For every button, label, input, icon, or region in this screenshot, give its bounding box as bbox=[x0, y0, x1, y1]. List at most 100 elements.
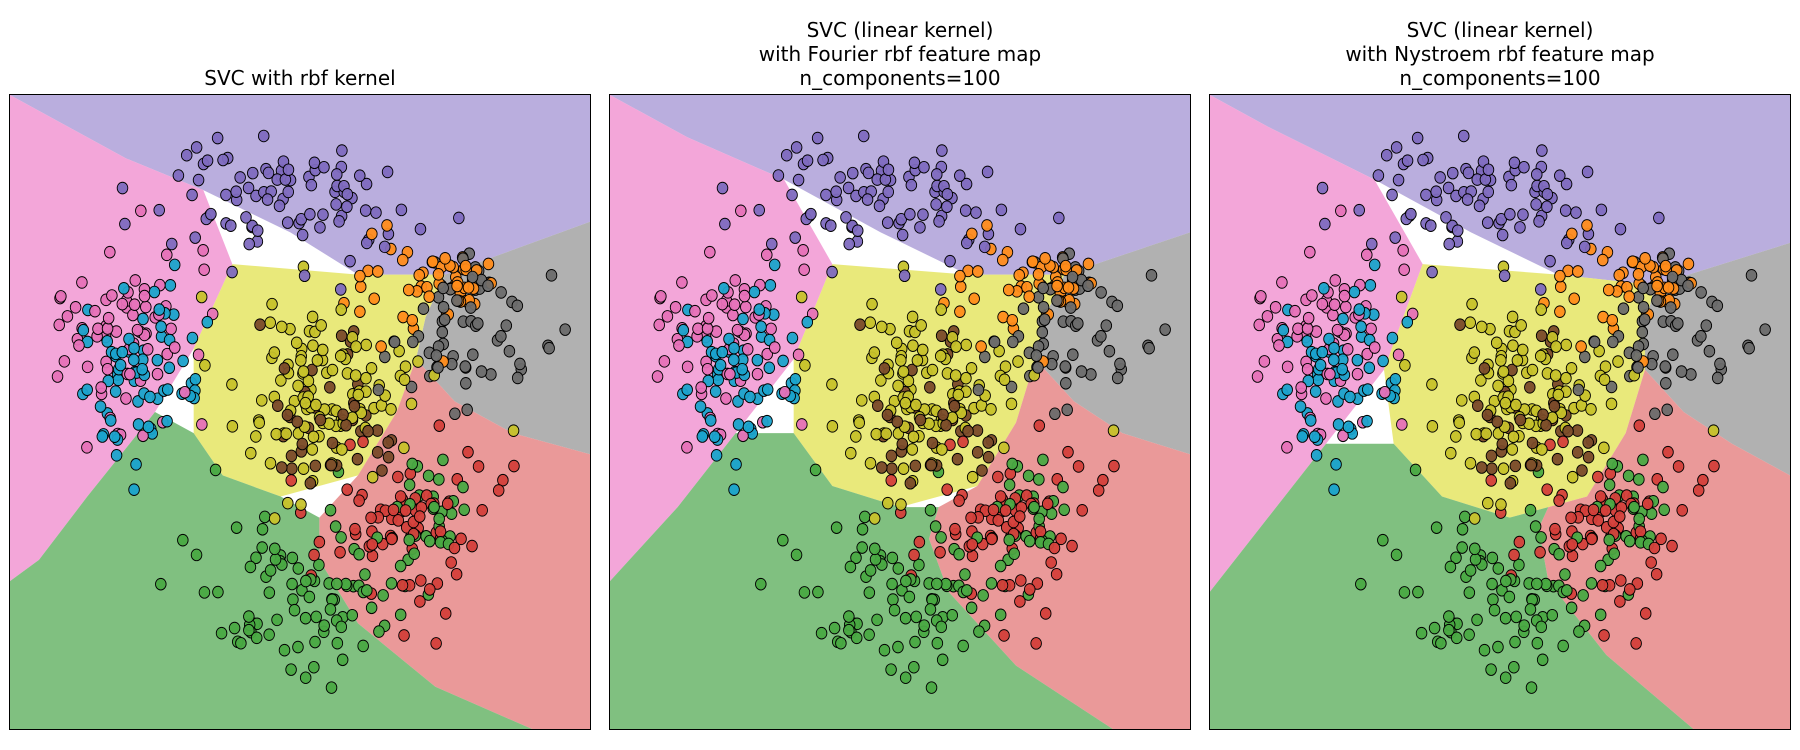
scatter-point bbox=[769, 259, 780, 271]
scatter-point bbox=[1487, 578, 1498, 590]
scatter-point bbox=[1588, 504, 1599, 516]
scatter-point bbox=[483, 258, 494, 270]
scatter-point bbox=[900, 612, 911, 624]
scatter-point bbox=[697, 431, 708, 443]
scatter-point bbox=[1561, 339, 1572, 351]
scatter-point bbox=[129, 484, 140, 496]
scatter-point bbox=[1667, 540, 1678, 552]
scatter-point bbox=[1355, 578, 1366, 590]
scatter-point bbox=[1526, 682, 1537, 694]
scatter-point bbox=[988, 504, 999, 516]
scatter-point bbox=[1416, 627, 1427, 639]
scatter-point bbox=[1077, 504, 1088, 516]
scatter-point bbox=[191, 142, 202, 154]
scatter-point bbox=[213, 586, 224, 598]
scatter-point bbox=[1427, 379, 1438, 391]
scatter-point bbox=[509, 460, 520, 472]
scatter-point bbox=[1006, 398, 1017, 410]
scatter-point bbox=[738, 313, 749, 325]
scatter-point bbox=[1431, 522, 1442, 534]
scatter-point bbox=[178, 355, 189, 367]
scatter-point bbox=[109, 431, 120, 443]
plot-box bbox=[1209, 94, 1791, 730]
scatter-point bbox=[916, 320, 927, 332]
scatter-point bbox=[927, 437, 938, 449]
scatter-point bbox=[1536, 330, 1547, 342]
scatter-point bbox=[193, 349, 204, 361]
scatter-point bbox=[1452, 225, 1463, 237]
scatter-point bbox=[1340, 301, 1351, 313]
scatter-point bbox=[829, 622, 840, 634]
scatter-point bbox=[967, 228, 978, 240]
scatter-point bbox=[1332, 324, 1343, 336]
scatter-point bbox=[1574, 626, 1585, 638]
scatter-point bbox=[367, 228, 378, 240]
scatter-point bbox=[695, 401, 706, 413]
scatter-point bbox=[682, 442, 693, 454]
scatter-point bbox=[393, 515, 404, 527]
plot-svg-2 bbox=[1210, 95, 1790, 729]
scatter-point bbox=[995, 609, 1006, 621]
scatter-point bbox=[351, 341, 362, 353]
scatter-point bbox=[424, 584, 435, 596]
figure: SVC with rbf kernel SVC (linear kernel) … bbox=[0, 0, 1800, 750]
scatter-point bbox=[1638, 282, 1649, 294]
scatter-point bbox=[212, 132, 223, 144]
scatter-point bbox=[1696, 330, 1707, 342]
scatter-point bbox=[1390, 232, 1401, 244]
scatter-point bbox=[119, 282, 130, 294]
scatter-point bbox=[677, 277, 688, 289]
scatter-point bbox=[949, 400, 960, 412]
scatter-point bbox=[855, 319, 866, 331]
scatter-point bbox=[1673, 318, 1684, 330]
scatter-point bbox=[1362, 415, 1373, 427]
scatter-point bbox=[836, 637, 847, 649]
scatter-point bbox=[986, 403, 997, 415]
scatter-point bbox=[813, 586, 824, 598]
scatter-point bbox=[937, 444, 948, 456]
scatter-point bbox=[286, 664, 297, 676]
scatter-point bbox=[967, 539, 978, 551]
scatter-point bbox=[845, 447, 856, 459]
scatter-point bbox=[439, 314, 450, 326]
scatter-point bbox=[206, 208, 217, 220]
scatter-point bbox=[395, 560, 406, 572]
scatter-point bbox=[935, 284, 946, 296]
scatter-point bbox=[1547, 609, 1558, 621]
scatter-point bbox=[678, 324, 689, 336]
scatter-point bbox=[1582, 166, 1593, 178]
scatter-point bbox=[1309, 431, 1320, 443]
scatter-point bbox=[231, 186, 242, 198]
scatter-point bbox=[931, 199, 942, 211]
scatter-point bbox=[1035, 526, 1046, 538]
scatter-point bbox=[1609, 548, 1620, 560]
scatter-point bbox=[476, 366, 487, 378]
scatter-point bbox=[954, 548, 965, 560]
scatter-point bbox=[897, 229, 908, 241]
scatter-point bbox=[1525, 604, 1536, 616]
scatter-point bbox=[1506, 179, 1517, 191]
scatter-point bbox=[1627, 256, 1638, 268]
scatter-point bbox=[414, 511, 425, 523]
scatter-point bbox=[887, 552, 898, 564]
scatter-point bbox=[259, 511, 270, 523]
scatter-point bbox=[1331, 459, 1342, 471]
scatter-point bbox=[762, 384, 773, 396]
scatter-point bbox=[742, 343, 753, 355]
scatter-point bbox=[102, 323, 113, 335]
scatter-point bbox=[997, 254, 1008, 266]
scatter-point bbox=[1366, 323, 1377, 335]
scatter-point bbox=[1542, 484, 1553, 496]
scatter-point bbox=[1034, 420, 1045, 432]
scatter-point bbox=[199, 587, 210, 599]
scatter-point bbox=[1638, 301, 1649, 313]
scatter-point bbox=[254, 417, 265, 429]
scatter-point bbox=[96, 382, 107, 394]
scatter-point bbox=[335, 546, 346, 558]
scatter-point bbox=[332, 637, 343, 649]
scatter-point bbox=[897, 438, 908, 450]
scatter-point bbox=[879, 363, 890, 375]
scatter-point bbox=[1049, 542, 1060, 554]
scatter-point bbox=[1469, 543, 1480, 555]
scatter-point bbox=[54, 319, 65, 331]
